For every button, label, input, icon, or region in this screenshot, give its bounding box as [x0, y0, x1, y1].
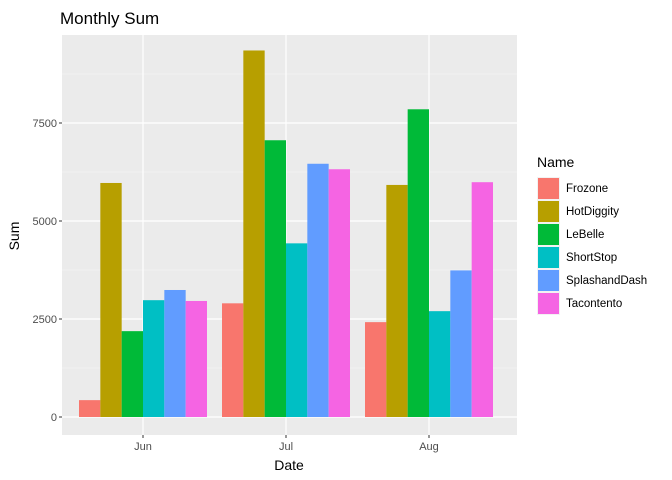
- bar-tacontento-jun: [185, 300, 207, 417]
- legend-label-lebelle: LeBelle: [566, 229, 604, 241]
- bar-shortstop-aug: [429, 311, 451, 417]
- y-tick-label: 5000: [33, 216, 57, 228]
- bar-hotdiggity-aug: [386, 184, 408, 417]
- bar-lebelle-aug: [407, 109, 429, 417]
- legend-label-tacontento: Tacontento: [566, 298, 622, 310]
- legend-title: Name: [537, 154, 575, 170]
- legend-swatch-splashanddash: [538, 270, 559, 291]
- x-axis-title: Date: [274, 457, 304, 473]
- y-axis-ticks: 0 2500 5000 7500: [33, 118, 62, 424]
- legend: Name Frozone HotDiggity LeBelle ShortStop Sp…: [537, 154, 647, 315]
- bar-frozone-jul: [222, 303, 244, 417]
- bar-frozone-jun: [79, 400, 101, 417]
- bar-tacontento-aug: [471, 182, 493, 417]
- legend-swatch-shortstop: [538, 247, 559, 268]
- x-tick-label: Jul: [279, 441, 293, 453]
- legend-swatch-lebelle: [538, 224, 559, 245]
- bar-hotdiggity-jul: [243, 50, 265, 417]
- bar-lebelle-jun: [121, 331, 143, 417]
- y-axis-title: Sum: [6, 222, 22, 251]
- legend-label-shortstop: ShortStop: [566, 252, 617, 264]
- bar-splashanddash-aug: [450, 270, 472, 417]
- x-axis-ticks: Jun Jul Aug: [134, 435, 439, 453]
- legend-label-hotdiggity: HotDiggity: [566, 206, 619, 218]
- legend-label-splashanddash: SplashandDash: [566, 275, 647, 287]
- bar-splashanddash-jun: [164, 289, 186, 417]
- y-tick-label: 0: [51, 412, 57, 424]
- chart-title: Monthly Sum: [60, 9, 159, 28]
- legend-swatch-hotdiggity: [538, 201, 559, 222]
- y-tick-label: 2500: [33, 314, 57, 326]
- bar-splashanddash-jul: [307, 163, 329, 417]
- x-tick-label: Aug: [419, 441, 439, 453]
- bar-shortstop-jun: [143, 300, 165, 417]
- legend-swatch-tacontento: [538, 293, 559, 314]
- y-tick-label: 7500: [33, 118, 57, 130]
- bar-lebelle-jul: [264, 140, 286, 418]
- legend-label-frozone: Frozone: [566, 183, 608, 195]
- bar-hotdiggity-jun: [100, 182, 122, 417]
- legend-swatch-frozone: [538, 178, 559, 199]
- bar-tacontento-jul: [328, 169, 350, 417]
- bar-shortstop-jul: [286, 243, 308, 417]
- bar-frozone-aug: [365, 322, 387, 417]
- bars: [79, 50, 493, 418]
- x-tick-label: Jun: [134, 441, 152, 453]
